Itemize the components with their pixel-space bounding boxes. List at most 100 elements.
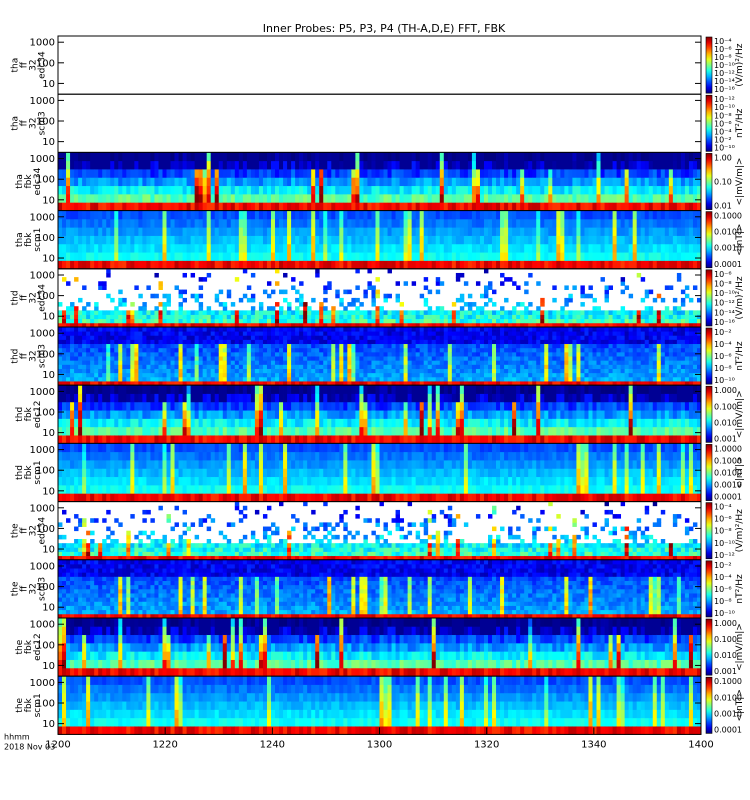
heatmap-cell bbox=[134, 285, 139, 290]
heatmap-cell bbox=[447, 218, 453, 228]
heatmap-cell bbox=[532, 360, 537, 365]
heatmap-cell bbox=[415, 381, 421, 386]
heatmap-cell bbox=[339, 376, 344, 382]
heatmap-cell bbox=[335, 318, 340, 324]
heatmap-cell bbox=[287, 360, 292, 365]
heatmap-cell bbox=[122, 152, 127, 162]
heatmap-cell bbox=[375, 331, 380, 336]
heatmap-cell bbox=[672, 252, 678, 261]
heatmap-cell bbox=[351, 356, 356, 361]
heatmap-cell bbox=[130, 327, 135, 332]
heatmap-cell bbox=[648, 177, 654, 187]
heatmap-cell bbox=[516, 314, 521, 320]
heatmap-cell bbox=[238, 343, 244, 349]
heatmap-cell bbox=[556, 235, 561, 245]
heatmap-cell bbox=[544, 322, 549, 328]
heatmap-cell bbox=[604, 252, 609, 261]
heatmap-cell bbox=[596, 160, 601, 170]
heatmap-cell bbox=[242, 331, 248, 336]
heatmap-cell bbox=[383, 252, 388, 261]
heatmap-cell bbox=[395, 202, 400, 211]
heatmap-cell bbox=[692, 322, 698, 328]
heatmap-cell bbox=[371, 327, 376, 332]
heatmap-cell bbox=[427, 381, 433, 386]
heatmap-cell bbox=[419, 227, 425, 236]
heatmap-cell bbox=[178, 310, 183, 315]
heatmap-cell bbox=[584, 293, 589, 299]
heatmap-cell bbox=[331, 310, 336, 315]
heatmap-cell bbox=[620, 218, 626, 228]
heatmap-cell bbox=[70, 356, 75, 361]
heatmap-cell bbox=[427, 327, 433, 332]
heatmap-cell bbox=[608, 235, 613, 245]
heatmap-cell bbox=[652, 218, 658, 228]
heatmap-cell bbox=[652, 227, 658, 236]
heatmap-cell bbox=[680, 218, 686, 228]
heatmap-cell bbox=[524, 177, 529, 187]
heatmap-cell bbox=[142, 364, 147, 369]
heatmap-cell bbox=[327, 376, 332, 382]
heatmap-cell bbox=[347, 368, 352, 374]
heatmap-cell bbox=[90, 368, 95, 374]
heatmap-cell bbox=[407, 260, 413, 270]
heatmap-cell bbox=[250, 343, 256, 349]
heatmap-cell bbox=[146, 331, 151, 336]
heatmap-cell bbox=[459, 364, 465, 369]
heatmap-cell bbox=[146, 227, 151, 236]
heatmap-cell bbox=[564, 235, 569, 245]
heatmap-cell bbox=[266, 351, 272, 357]
heatmap-cell bbox=[319, 252, 324, 261]
heatmap-cell bbox=[656, 202, 662, 211]
heatmap-cell bbox=[508, 185, 513, 195]
heatmap-cell bbox=[275, 152, 280, 162]
heatmap-cell bbox=[222, 169, 228, 178]
heatmap-cell bbox=[126, 376, 131, 382]
heatmap-cell bbox=[604, 227, 609, 236]
heatmap-cell bbox=[102, 177, 107, 187]
heatmap-cell bbox=[266, 318, 272, 324]
heatmap-cell bbox=[387, 252, 392, 261]
heatmap-cell bbox=[363, 202, 368, 211]
heatmap-cell bbox=[359, 360, 364, 365]
heatmap-cell bbox=[234, 177, 240, 187]
heatmap-cell bbox=[138, 306, 143, 311]
heatmap-cell bbox=[403, 343, 409, 349]
heatmap-cell bbox=[608, 318, 613, 324]
heatmap-cell bbox=[624, 160, 630, 170]
heatmap-cell bbox=[78, 202, 83, 211]
heatmap-cell bbox=[508, 260, 513, 270]
heatmap-cell bbox=[367, 227, 372, 236]
heatmap-cell bbox=[556, 322, 561, 328]
heatmap-cell bbox=[680, 210, 686, 220]
heatmap-cell bbox=[295, 243, 300, 253]
heatmap-cell bbox=[254, 356, 260, 361]
heatmap-cell bbox=[150, 335, 155, 340]
heatmap-cell bbox=[475, 193, 481, 203]
heatmap-cell bbox=[206, 372, 212, 378]
heatmap-cell bbox=[114, 314, 119, 320]
heatmap-cell bbox=[74, 318, 79, 324]
heatmap-cell bbox=[130, 331, 135, 336]
heatmap-cell bbox=[391, 169, 396, 178]
panel-tha-ff-32-edc34: 101001000thaff32edc3410⁻⁴10⁻⁶10⁻⁸10⁻¹⁰10… bbox=[11, 35, 745, 95]
heatmap-cell bbox=[110, 260, 115, 270]
heatmap-cell bbox=[516, 160, 521, 170]
heatmap-cell bbox=[536, 322, 541, 328]
heatmap-cell bbox=[423, 210, 429, 220]
heatmap-cell bbox=[407, 376, 413, 382]
heatmap-cell bbox=[508, 277, 513, 282]
ylabel-line: edc34 bbox=[38, 51, 48, 79]
heatmap-cell bbox=[451, 260, 457, 270]
heatmap-cell bbox=[403, 339, 409, 345]
heatmap-cell bbox=[262, 339, 268, 345]
heatmap-cell bbox=[166, 327, 171, 332]
heatmap-cell bbox=[500, 306, 505, 311]
colorbar bbox=[705, 211, 713, 269]
heatmap-cell bbox=[363, 327, 368, 332]
heatmap-cell bbox=[544, 364, 549, 369]
heatmap-cell bbox=[383, 260, 388, 270]
heatmap-cell bbox=[439, 152, 445, 162]
heatmap-cell bbox=[311, 372, 316, 378]
heatmap-cell bbox=[90, 260, 95, 270]
heatmap-cell bbox=[327, 314, 332, 320]
